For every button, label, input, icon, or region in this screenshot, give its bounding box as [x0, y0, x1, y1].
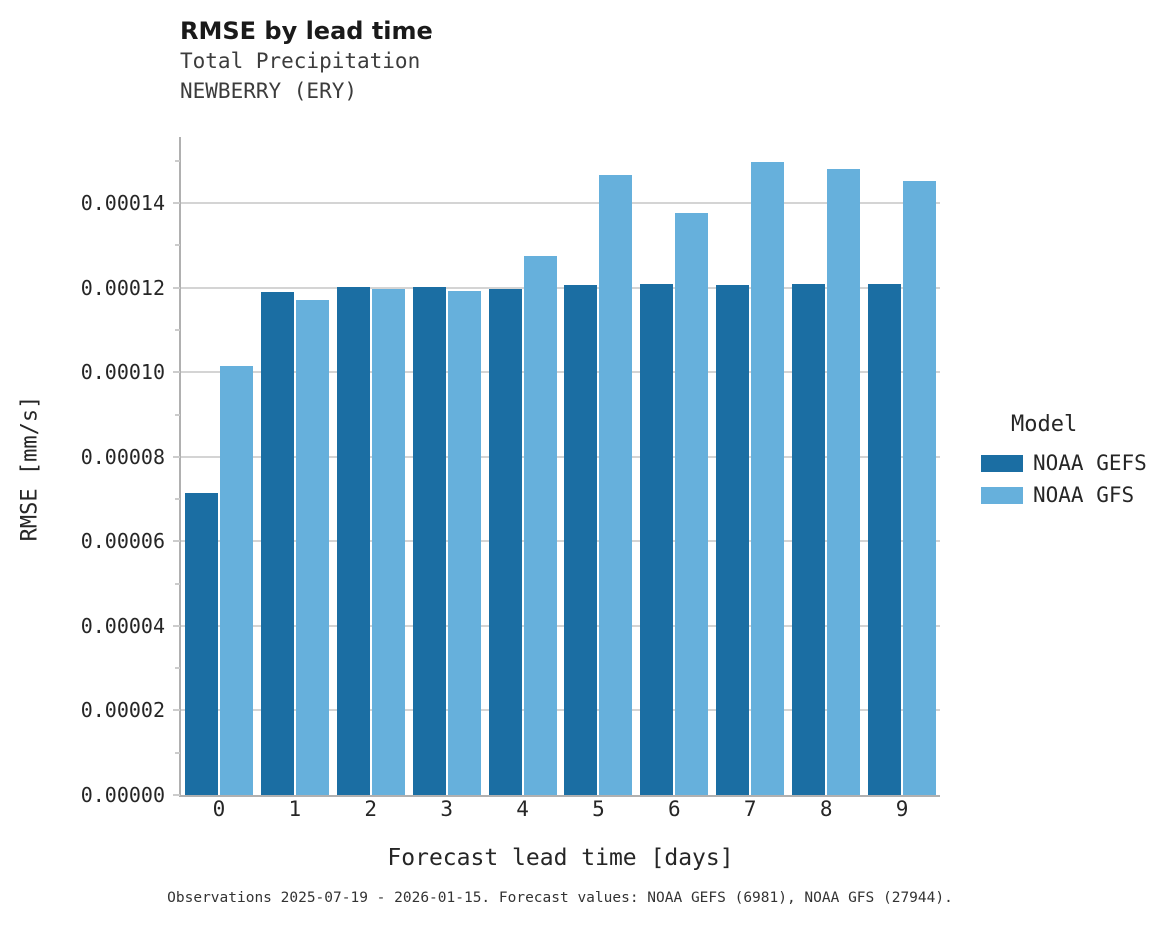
y-axis-label: RMSE [mm/s] [17, 395, 43, 542]
bar [412, 287, 446, 795]
legend: Model NOAA GEFS NOAA GFS [981, 412, 1175, 513]
x-axis-tick-label: 1 [288, 797, 302, 821]
bar [295, 300, 329, 795]
y-axis-tick [173, 286, 180, 289]
chart-location-subtitle: NEWBERRY (ERY) [180, 79, 358, 103]
bar [488, 289, 522, 795]
legend-item-label: NOAA GEFS [1033, 451, 1147, 475]
bar [184, 492, 218, 795]
bar [371, 289, 405, 795]
x-axis-tick-label: 6 [668, 797, 681, 821]
x-axis-tick-label: 2 [364, 797, 378, 821]
x-axis-tick-label: 9 [895, 797, 909, 821]
x-axis-tick-label: 5 [592, 797, 605, 821]
gridline [181, 540, 940, 543]
bar [564, 284, 598, 795]
bar [599, 174, 633, 795]
y-axis-tick [173, 540, 180, 543]
y-axis-spine [179, 137, 181, 795]
y-axis-tick [173, 202, 180, 205]
y-axis-minor-tick [175, 751, 180, 754]
legend-swatch-icon [981, 454, 1023, 472]
y-axis-tick-label: 0.00000 [80, 783, 165, 807]
y-axis-tick-label: 0.00012 [80, 275, 165, 300]
legend-swatch-icon [981, 486, 1023, 504]
gridline [181, 202, 940, 205]
bar [675, 212, 709, 795]
legend-item[interactable]: NOAA GFS [981, 481, 1175, 509]
footnote: Observations 2025-07-19 - 2026-01-15. Fo… [167, 890, 953, 906]
title-block: RMSE by lead time Total Precipitation NE… [180, 16, 940, 106]
y-axis-minor-tick [175, 582, 180, 585]
y-axis-tick-label: 0.00008 [80, 444, 165, 469]
y-axis-tick [173, 709, 180, 712]
x-axis-tick-label: 7 [743, 797, 757, 821]
y-axis-tick-label: 0.00006 [80, 529, 165, 554]
bar [903, 180, 937, 795]
bar [751, 162, 785, 795]
gridline [181, 709, 940, 712]
bar [716, 284, 750, 795]
gridline [181, 371, 940, 374]
bar [792, 283, 826, 795]
x-axis-tick-label: 8 [819, 797, 833, 821]
bar [523, 256, 557, 795]
gridline [181, 455, 940, 458]
legend-items: NOAA GEFS NOAA GFS [981, 449, 1175, 509]
y-axis-tick-label: 0.00014 [80, 191, 165, 216]
x-axis-tick-label: 3 [440, 797, 453, 821]
bar [447, 291, 481, 795]
y-axis-minor-tick [175, 159, 180, 162]
gridline [181, 624, 940, 627]
bar [336, 287, 370, 795]
y-axis-label-wrap: RMSE [mm/s] [0, 137, 43, 795]
gridline [181, 286, 940, 289]
legend-title: Model [1011, 412, 1078, 437]
y-axis-tick [173, 794, 180, 796]
y-axis-tick-label: 0.00004 [80, 613, 165, 638]
y-axis-minor-tick [175, 413, 180, 416]
plot-area: 0 1 2 3 4 5 6 7 8 9 [173, 137, 940, 821]
bar [219, 365, 253, 795]
y-axis-minor-tick [175, 498, 180, 501]
x-axis-tick-label: 0 [212, 797, 226, 821]
y-axis-tick-label: 0.00010 [80, 360, 165, 385]
x-axis-spine [179, 795, 940, 797]
bar [827, 168, 861, 795]
x-axis-tick-label: 4 [516, 797, 529, 821]
bar [260, 292, 294, 795]
y-axis-minor-tick [175, 244, 180, 247]
y-axis-tick [173, 371, 180, 374]
y-axis-tick [173, 624, 180, 627]
legend-item[interactable]: NOAA GEFS [981, 449, 1175, 477]
legend-item-label: NOAA GFS [1033, 483, 1135, 507]
chart-subtitle: Total Precipitation [180, 49, 421, 73]
page-title: RMSE by lead time [180, 17, 433, 45]
y-axis-minor-tick [175, 667, 180, 670]
x-axis-label: Forecast lead time [days] [387, 845, 734, 871]
bar [640, 283, 674, 795]
y-axis-tick-label: 0.00002 [80, 698, 165, 723]
bar [868, 283, 902, 795]
y-axis-tick [173, 455, 180, 458]
y-axis-minor-tick [175, 329, 180, 331]
